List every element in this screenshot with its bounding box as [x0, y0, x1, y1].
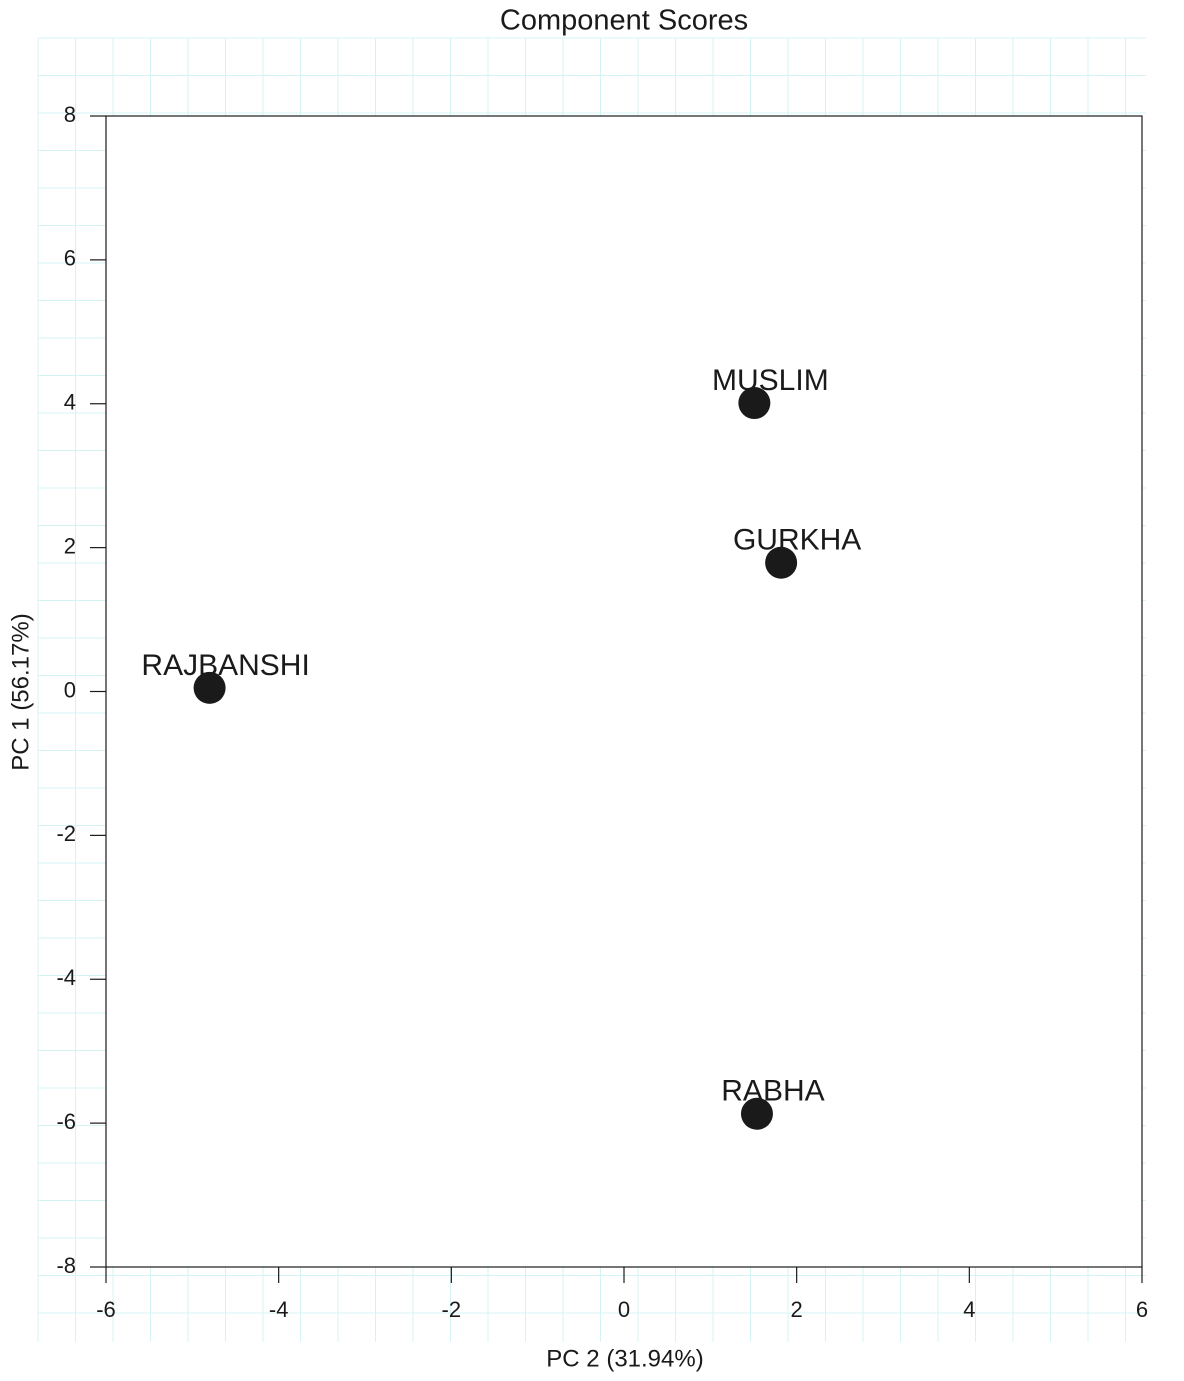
y-tick-label: -8 — [56, 1253, 76, 1278]
point — [193, 671, 226, 704]
point-label: RABHA — [721, 1075, 824, 1108]
x-tick-label: -6 — [96, 1297, 116, 1322]
point-label: MUSLIM — [712, 364, 829, 397]
x-tick-label: 2 — [791, 1297, 803, 1322]
point — [765, 546, 798, 579]
plot-frame — [105, 115, 1143, 1268]
x-axis-label: PC 2 (31.94%) — [546, 1345, 703, 1372]
x-tick-label: -4 — [269, 1297, 289, 1322]
y-tick-label: -4 — [56, 965, 76, 990]
point-label: GURKHA — [733, 524, 861, 557]
y-tick-label: 6 — [64, 246, 76, 271]
x-tick-label: -2 — [442, 1297, 462, 1322]
y-tick-label: 2 — [64, 533, 76, 558]
y-axis-label: PC 1 (56.17%) — [7, 613, 34, 770]
y-tick-label: 4 — [64, 390, 76, 415]
y-tick-label: 0 — [64, 677, 76, 702]
point — [740, 1097, 773, 1130]
point — [738, 387, 771, 420]
chart-title: Component Scores — [500, 5, 748, 37]
point-label: RAJBANSHI — [141, 649, 309, 682]
y-tick-label: 8 — [64, 102, 76, 127]
y-tick-label: -6 — [56, 1109, 76, 1134]
x-tick-label: 4 — [963, 1297, 975, 1322]
x-tick-label: 0 — [618, 1297, 630, 1322]
y-tick-label: -2 — [56, 821, 76, 846]
x-tick-label: 6 — [1136, 1297, 1148, 1322]
